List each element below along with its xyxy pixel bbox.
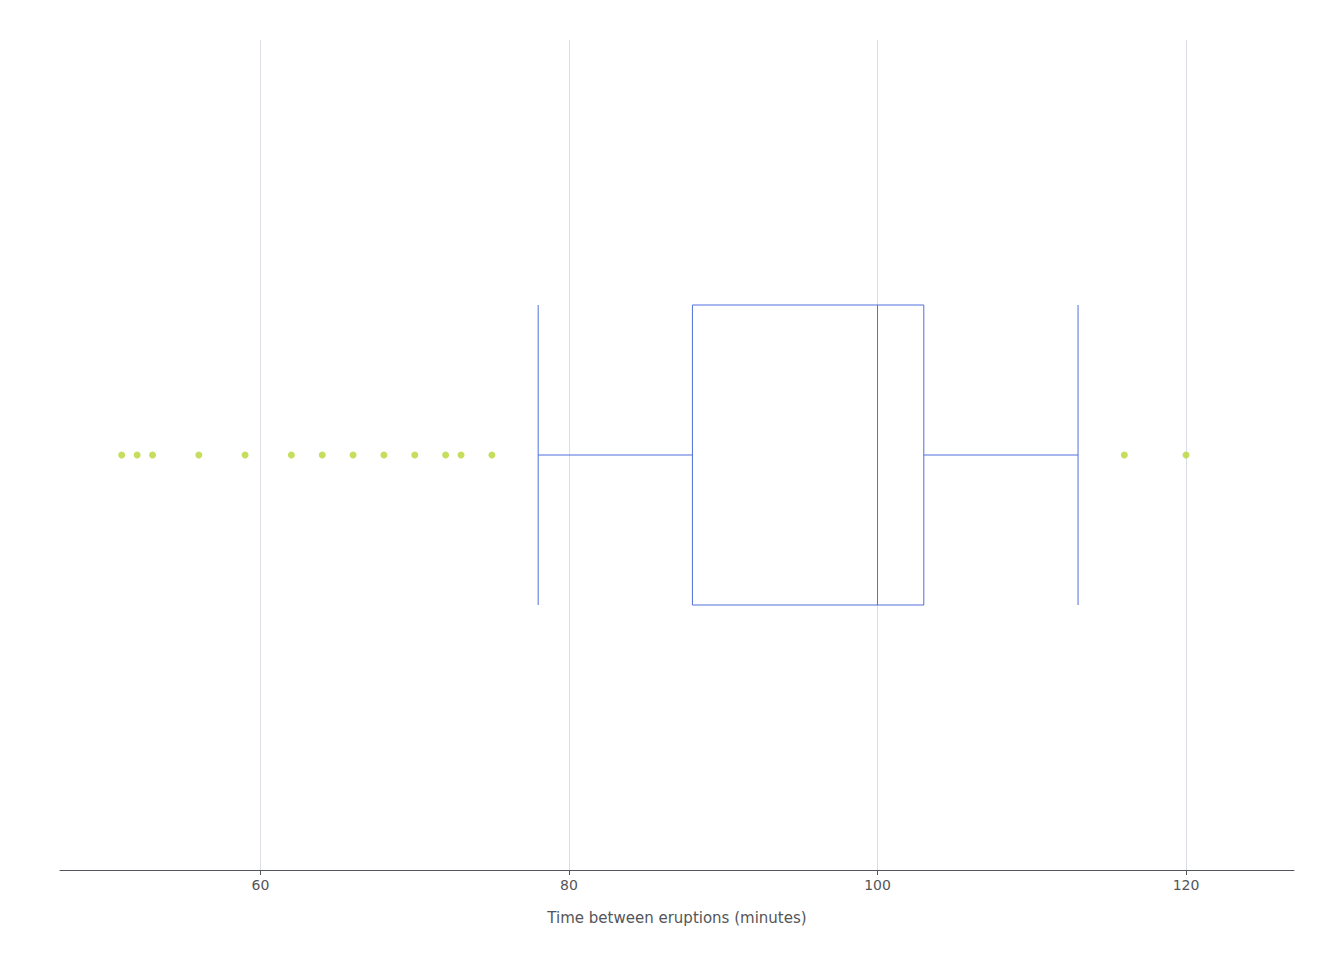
svg-text:60: 60 <box>252 877 270 893</box>
svg-text:Time between eruptions (minute: Time between eruptions (minutes) <box>546 909 806 927</box>
svg-text:80: 80 <box>560 877 578 893</box>
svg-text:100: 100 <box>864 877 891 893</box>
svg-text:120: 120 <box>1173 877 1200 893</box>
